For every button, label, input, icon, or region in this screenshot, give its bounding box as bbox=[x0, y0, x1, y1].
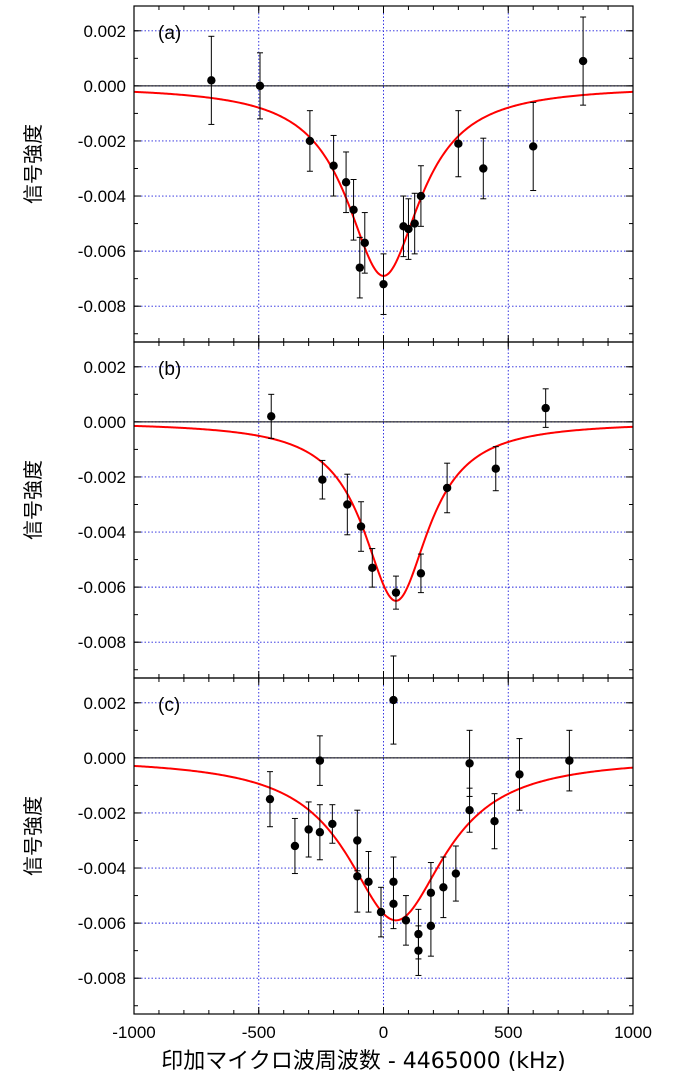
y-tick-label: 0.000 bbox=[83, 77, 126, 96]
y-tick-label: -0.002 bbox=[78, 468, 126, 487]
y-axis-label: 信号強度 bbox=[21, 124, 45, 204]
y-axis-label: 信号強度 bbox=[21, 460, 45, 540]
data-point bbox=[379, 279, 388, 289]
data-point bbox=[389, 899, 398, 909]
data-point bbox=[578, 56, 588, 66]
y-tick-label: -0.008 bbox=[78, 297, 126, 316]
data-point bbox=[376, 907, 386, 917]
y-tick-label: -0.004 bbox=[78, 523, 126, 542]
data-point bbox=[515, 770, 524, 779]
data-point bbox=[356, 522, 366, 531]
data-point bbox=[465, 759, 474, 768]
x-axis-label: 印加マイクロ波周波数 - 4465000 (kHz) bbox=[161, 1049, 565, 1074]
panel-label: (a) bbox=[158, 23, 181, 44]
data-point bbox=[479, 164, 488, 173]
y-tick-label: -0.002 bbox=[78, 132, 126, 151]
data-point bbox=[328, 819, 337, 829]
panel-label: (b) bbox=[158, 359, 181, 380]
data-point bbox=[401, 916, 411, 925]
data-point bbox=[329, 161, 338, 170]
data-point bbox=[391, 588, 401, 597]
data-point bbox=[318, 475, 327, 484]
data-point bbox=[255, 81, 265, 91]
y-tick-label: 0.002 bbox=[83, 358, 126, 377]
panel-a: 0.002 0.000 -0.002 -0.004 -0.006 -0.008 (a) 信号強… bbox=[21, 5, 634, 343]
data-point bbox=[416, 569, 426, 578]
y-tick-label: -0.004 bbox=[78, 187, 126, 206]
data-point bbox=[529, 142, 538, 151]
y-tick-label: -0.008 bbox=[78, 633, 126, 652]
data-point bbox=[267, 412, 276, 421]
data-point bbox=[341, 178, 351, 187]
panel-c: 0.002 0.000 -0.002 -0.004 -0.006 -0.008 (c) 信号強… bbox=[21, 655, 634, 1015]
x-tick-label: -500 bbox=[242, 1023, 276, 1042]
y-tick-label: -0.002 bbox=[78, 804, 126, 823]
data-point bbox=[451, 869, 461, 878]
data-point bbox=[416, 191, 426, 201]
y-tick-label: -0.006 bbox=[78, 914, 126, 933]
fit-curve bbox=[133, 424, 634, 602]
y-tick-label: -0.008 bbox=[78, 969, 126, 988]
data-point bbox=[353, 872, 362, 881]
data-point bbox=[290, 841, 300, 851]
data-point bbox=[465, 805, 474, 815]
data-point bbox=[454, 139, 463, 148]
data-point bbox=[305, 136, 315, 146]
x-tick-label: 0 bbox=[379, 1023, 388, 1042]
shared-x-axis: -1000 -500 0 500 1000 bbox=[112, 1023, 652, 1042]
y-tick-label: 0.000 bbox=[83, 749, 126, 768]
y-tick-label: 0.002 bbox=[83, 694, 126, 713]
data-point bbox=[304, 825, 313, 834]
y-axis-label: 信号強度 bbox=[21, 796, 45, 876]
data-point bbox=[565, 756, 574, 765]
data-point bbox=[426, 888, 436, 898]
data-point bbox=[315, 756, 325, 765]
data-point bbox=[426, 921, 436, 931]
data-point bbox=[349, 205, 358, 215]
data-point bbox=[490, 817, 499, 826]
panel-label: (c) bbox=[158, 695, 180, 716]
data-point bbox=[315, 828, 325, 837]
chart-panels: 0.002 0.000 -0.002 -0.004 -0.006 -0.008 (a) 信号強… bbox=[21, 5, 634, 1015]
data-point bbox=[207, 76, 216, 85]
y-tick-label: -0.006 bbox=[78, 242, 126, 261]
data-point bbox=[491, 464, 500, 473]
data-point bbox=[368, 563, 377, 573]
y-tick-label: -0.006 bbox=[78, 578, 126, 597]
y-tick-label: 0.000 bbox=[83, 413, 126, 432]
data-point bbox=[442, 483, 452, 493]
data-point bbox=[364, 877, 373, 887]
y-tick-label: 0.002 bbox=[83, 22, 126, 41]
x-tick-label: -1000 bbox=[112, 1023, 155, 1042]
y-tick-label: -0.004 bbox=[78, 859, 126, 878]
data-point bbox=[439, 883, 448, 892]
data-point bbox=[389, 695, 398, 705]
x-tick-label: 1000 bbox=[614, 1023, 652, 1042]
data-point bbox=[360, 238, 369, 248]
data-point bbox=[414, 929, 423, 939]
x-tick-label: 500 bbox=[494, 1023, 522, 1042]
panel-b: 0.002 0.000 -0.002 -0.004 -0.006 -0.008 (b) 信号強… bbox=[21, 341, 634, 679]
data-point bbox=[265, 794, 275, 804]
data-point bbox=[355, 263, 364, 272]
data-point bbox=[541, 403, 550, 413]
data-point bbox=[343, 500, 352, 509]
data-point bbox=[404, 224, 413, 234]
data-point bbox=[410, 219, 419, 228]
